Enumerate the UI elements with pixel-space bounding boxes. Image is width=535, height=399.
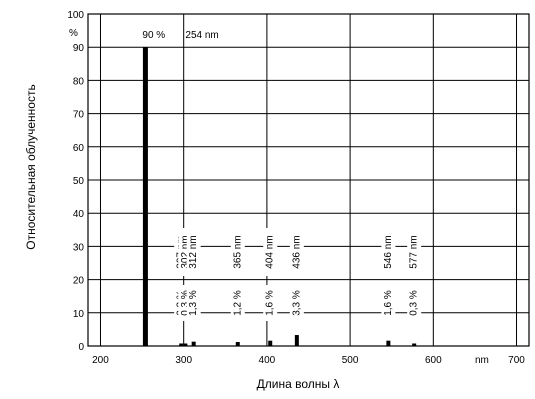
bar-wavelength-label: 302 nm: [180, 235, 191, 268]
bar-wavelength-label: 546 nm: [383, 235, 394, 268]
y-tick-labels: 0 10 20 30 40 50 60 70 80 90 100: [67, 10, 84, 353]
bar-wavelength-label: 577 nm: [409, 235, 420, 268]
bar-wavelength-label: 436 nm: [291, 235, 302, 268]
annotation-bg: [186, 285, 201, 321]
x-unit-label: nm: [475, 355, 489, 366]
annotation-bg: [381, 285, 396, 321]
y-tick-label: 10: [73, 309, 85, 320]
bar-percent-label: 1,6 %: [383, 290, 394, 316]
grid-lines: [88, 14, 529, 346]
y-tick-label: 80: [73, 76, 85, 87]
bar-546: [386, 340, 391, 346]
x-tick-labels: 200 300 400 500 600 700: [92, 355, 525, 366]
annotation-bg: [381, 228, 396, 276]
bar-percent-label: 0,3 %: [180, 290, 191, 316]
annotation-bg: [289, 285, 304, 321]
bar-wavelength-label: 254 nm: [185, 30, 218, 41]
bar-annotations: 90 %254 nm297 nm0,2 %302 nm0,3 %312 nm1,…: [142, 30, 422, 321]
bar-577: [412, 343, 417, 346]
bar-404: [268, 340, 273, 346]
bar-312: [191, 341, 196, 346]
bar-436: [294, 335, 299, 346]
y-tick-label: 50: [73, 176, 85, 187]
y-tick-label: 40: [73, 209, 85, 220]
bar-percent-label: 1,2 %: [232, 290, 243, 316]
y-tick-label: 30: [73, 242, 85, 253]
y-axis-title: Относительная облученность: [24, 84, 38, 249]
bar-percent-label: 90 %: [142, 30, 165, 41]
y-tick-label: 20: [73, 276, 85, 287]
y-tick-label: 70: [73, 110, 85, 121]
y-tick-label: 60: [73, 143, 85, 154]
y-unit-label: %: [69, 28, 78, 39]
annotation-bg: [263, 285, 278, 321]
y-tick-label: 0: [78, 342, 84, 353]
bar-percent-label: 3,3 %: [291, 290, 302, 316]
bars: [142, 47, 417, 346]
y-tick-label: 100: [67, 10, 84, 21]
x-tick-label: 500: [342, 355, 359, 366]
bar-wavelength-label: 312 nm: [188, 235, 199, 268]
x-tick-label: 200: [92, 355, 109, 366]
x-tick-label: 700: [508, 355, 525, 366]
annotation-bg: [186, 228, 201, 276]
bar-percent-label: 1,6 %: [265, 290, 276, 316]
bar-254: [142, 47, 148, 346]
bar-wavelength-label: 365 nm: [232, 235, 243, 268]
bar-302: [183, 343, 188, 346]
bar-365: [235, 342, 240, 346]
bar-wavelength-label: 404 nm: [265, 235, 276, 268]
annotation-bg: [289, 228, 304, 276]
bar-297: [179, 343, 184, 346]
x-tick-label: 400: [259, 355, 276, 366]
bar-percent-label: 0,3 %: [409, 290, 420, 316]
bar-percent-label: 1,3 %: [188, 290, 199, 316]
x-tick-label: 600: [425, 355, 442, 366]
annotation-bg: [407, 228, 422, 276]
x-axis-title: Длина волны λ: [257, 377, 340, 391]
x-tick-label: 300: [175, 355, 192, 366]
y-tick-label: 90: [73, 43, 85, 54]
annotation-bg: [230, 228, 245, 276]
annotation-bg: [407, 285, 422, 321]
annotation-bg: [263, 228, 278, 276]
annotation-bg: [230, 285, 245, 321]
